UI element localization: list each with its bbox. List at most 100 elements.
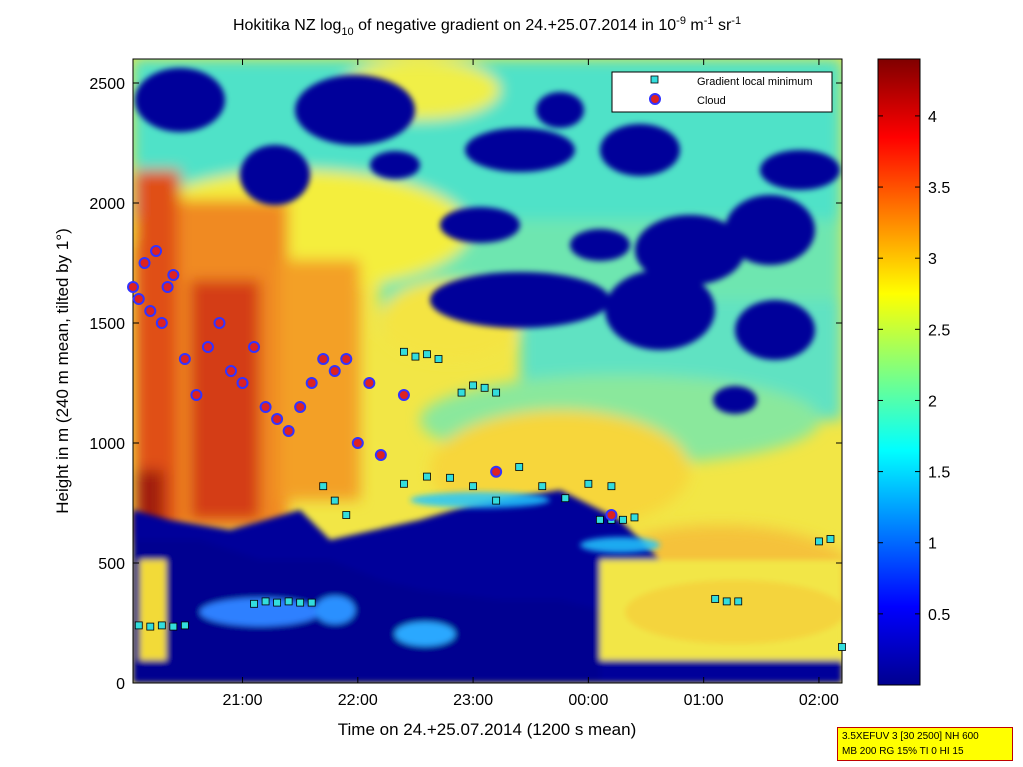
cloud-point	[374, 449, 387, 461]
gradient-minimum-point	[146, 622, 155, 631]
cloud-markers	[127, 245, 618, 521]
cloud-point	[282, 425, 295, 437]
y-tick-label: 500	[98, 556, 125, 573]
gradient-minimum-point	[607, 482, 616, 491]
cloud-point	[605, 509, 618, 521]
cloud-point	[351, 437, 364, 449]
y-tick-label: 1500	[89, 316, 125, 333]
cloud-point	[271, 413, 284, 425]
legend: Gradient local minimum Cloud	[611, 71, 833, 113]
gradient-minimum-point	[492, 388, 501, 397]
cloud-point	[132, 293, 145, 305]
gradient-minimum-point	[561, 494, 570, 503]
gradient-minimum-point	[319, 482, 328, 491]
colorbar-tick-label: 2.5	[928, 322, 950, 339]
gradient-minimum-point	[169, 622, 178, 631]
colorbar-tick-label: 1	[928, 536, 937, 553]
colorbar-tick-label: 1.5	[928, 465, 950, 482]
y-tick-label: 1000	[89, 436, 125, 453]
legend-label-gradient: Gradient local minimum	[697, 76, 813, 88]
cloud-point	[317, 353, 330, 365]
gradient-minimum-point	[469, 381, 477, 390]
cloud-point	[155, 317, 168, 329]
gradient-minimum-point	[619, 515, 627, 524]
gradient-minimum-point	[400, 347, 408, 356]
colorbar: 0.5 1 1.5 2 2.5 3 3.5 4	[877, 58, 950, 686]
colorbar-ticks: 0.5 1 1.5 2 2.5 3 3.5 4	[878, 109, 950, 624]
gradient-minimum-point	[630, 513, 639, 522]
cloud-point	[178, 353, 191, 365]
gradient-minimum-point	[446, 473, 454, 482]
gradient-minimum-point	[480, 383, 489, 392]
gradient-minimum-point	[273, 598, 282, 607]
x-axis-label: Time on 24.+25.07.2014 (1200 s mean)	[338, 720, 636, 739]
gradient-minimum-point	[434, 355, 443, 363]
cloud-point	[490, 465, 503, 478]
cloud-point	[236, 377, 249, 389]
gradient-minimum-point	[711, 595, 720, 603]
info-box: 3.5XEFUV 3 [30 2500] NH 600 MB 200 RG 15…	[837, 727, 1013, 761]
plot-frame	[132, 58, 843, 684]
info-line-1: 3.5XEFUV 3 [30 2500] NH 600	[842, 731, 979, 742]
gradient-minimum-point	[838, 643, 846, 651]
gradient-minimum-point	[423, 472, 431, 481]
gradient-minimum-point	[342, 511, 351, 519]
colorbar-tick-label: 2	[928, 393, 937, 410]
gradient-minimum-point	[734, 597, 743, 606]
colorbar-tick-label: 3	[928, 251, 937, 268]
y-tick-label: 2500	[89, 76, 125, 93]
gradient-minimum-point	[157, 621, 166, 630]
cloud-point	[363, 377, 376, 389]
legend-marker-cloud	[649, 93, 661, 105]
gradient-minimum-point	[261, 597, 270, 606]
cloud-point	[294, 401, 307, 413]
cloud-point	[167, 269, 180, 281]
x-axis: 21:00 22:00 23:00 00:00 01:00 02:00	[222, 59, 839, 709]
gradient-minimum-point	[596, 515, 604, 524]
cloud-point	[127, 281, 139, 293]
chart-title: Hokitika NZ log10 of negative gradient o…	[233, 15, 741, 38]
cloud-point	[259, 401, 272, 413]
colorbar-tick-label: 0.5	[928, 607, 950, 624]
cloud-point	[328, 365, 341, 377]
x-tick-label: 01:00	[684, 692, 724, 709]
gradient-minimum-point	[538, 482, 547, 491]
y-axis-label: Height in m (240 m mean, tilted by 1°)	[53, 228, 72, 514]
y-axis: 0 500 1000 1500 2000 2500	[89, 76, 842, 693]
gradient-minimum-point	[296, 598, 305, 607]
colorbar-tick-label: 3.5	[928, 180, 950, 197]
gradient-minimum-markers	[134, 347, 846, 651]
cloud-point	[397, 389, 410, 401]
cloud-point	[161, 281, 174, 293]
info-line-2: MB 200 RG 15% TI 0 HI 15	[842, 746, 964, 757]
gradient-minimum-point	[423, 350, 431, 359]
colorbar-gradient	[877, 58, 921, 686]
cloud-point	[201, 341, 214, 353]
x-tick-label: 21:00	[222, 692, 262, 709]
gradient-minimum-point	[250, 599, 258, 608]
cloud-point	[248, 341, 261, 353]
cloud-point	[224, 365, 237, 377]
x-tick-label: 23:00	[453, 692, 493, 709]
cloud-point	[150, 245, 163, 257]
legend-box	[611, 71, 833, 113]
gradient-minimum-point	[492, 496, 501, 505]
gradient-minimum-point	[400, 479, 408, 488]
cloud-point	[144, 305, 157, 317]
gradient-minimum-point	[584, 479, 593, 488]
gradient-minimum-point	[457, 388, 466, 397]
cloud-point	[213, 317, 226, 329]
x-tick-label: 00:00	[568, 692, 608, 709]
x-tick-label: 02:00	[799, 692, 839, 709]
gradient-minimum-point	[330, 496, 339, 505]
gradient-minimum-point	[515, 463, 524, 471]
gradient-minimum-point	[815, 537, 823, 546]
gradient-minimum-point	[307, 598, 316, 607]
gradient-minimum-point	[411, 352, 420, 361]
gradient-minimum-point	[284, 597, 293, 606]
cloud-point	[190, 389, 203, 401]
gradient-minimum-point	[180, 621, 189, 630]
gradient-minimum-point	[722, 597, 731, 606]
gradient-minimum-point	[469, 482, 477, 491]
